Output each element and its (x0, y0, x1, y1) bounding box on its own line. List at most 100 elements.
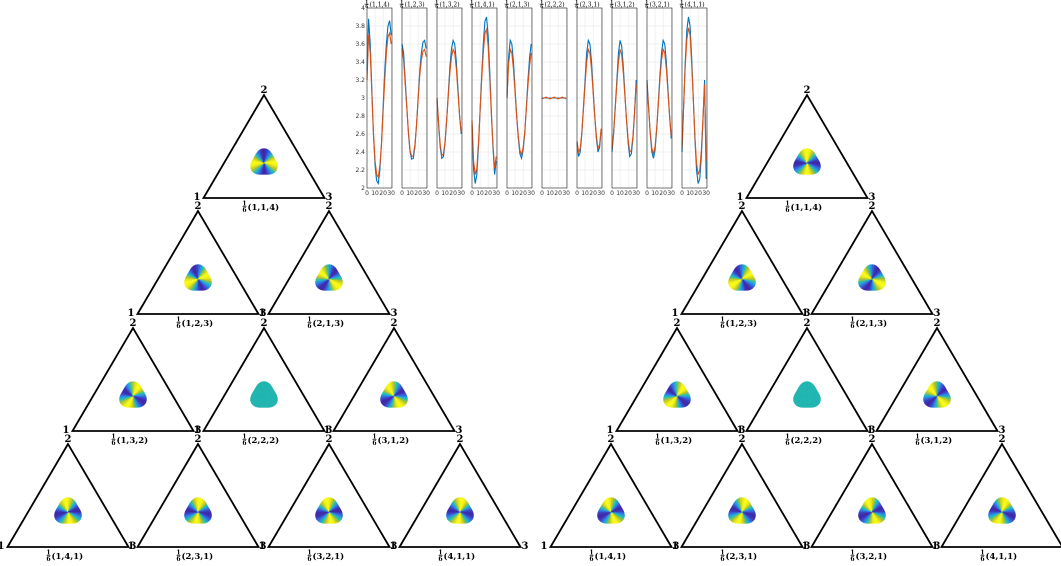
x-tick-label: 10 (581, 190, 589, 197)
vertex-label-1: 1 (324, 425, 331, 436)
cell-label-numerator: 1 (980, 550, 984, 557)
blob-sector (132, 393, 147, 397)
cell-label-numerator: 1 (915, 434, 919, 441)
panel-title: 16 (2,1,3) (504, 0, 530, 9)
vertex-label-1: 1 (259, 541, 266, 552)
panel-title-denominator: 6 (505, 4, 508, 9)
panel-axes-box (576, 7, 603, 189)
density-blob (988, 497, 1016, 524)
vertex-label-2: 2 (674, 318, 681, 329)
vertex-label-3: 3 (934, 541, 941, 552)
cell-label: 16 (2,3,1) (176, 550, 213, 564)
cell-label-denominator: 6 (242, 207, 246, 214)
x-tick-label: 20 (589, 190, 597, 197)
cell-label-denominator: 6 (980, 556, 984, 563)
series-line-2 (506, 47, 532, 157)
vertex-label-1: 1 (737, 425, 744, 436)
cell-label: 16 (1,3,2) (111, 434, 148, 448)
panel-title-numerator: 1 (575, 0, 578, 4)
panel-axes-box (541, 7, 568, 189)
cell-label-tuple: (1,4,1) (595, 551, 627, 562)
series-line-2 (366, 31, 392, 179)
line-panel-8: 0 10 20 30 16 (3,1,2) (609, 0, 640, 197)
cell-label-denominator: 6 (655, 440, 659, 447)
vertex-label-1: 1 (802, 541, 809, 552)
simplex-triangle (874, 326, 1000, 432)
blob-sector (459, 509, 474, 513)
density-blob (663, 381, 691, 408)
x-tick-label: 0 (645, 190, 649, 197)
cell-label-numerator: 1 (307, 317, 311, 324)
panel-title-tuple: (2,1,3) (510, 2, 530, 9)
panel-title-denominator: 6 (610, 4, 613, 9)
x-tick-label: 20 (449, 190, 457, 197)
cell-label: 16 (3,1,2) (915, 434, 952, 448)
blob-sector (936, 393, 951, 397)
cell-label-numerator: 1 (307, 550, 311, 557)
blob-sector (328, 509, 343, 513)
simplex-triangle (809, 442, 935, 548)
cell-label-tuple: (2,1,3) (856, 318, 888, 329)
x-tick-label: 30 (562, 190, 570, 197)
density-blob (728, 264, 756, 291)
cell-label-tuple: (1,3,2) (117, 435, 149, 446)
simplex-triangle (135, 209, 261, 315)
panel-title-tuple: (4,1,1) (685, 2, 705, 9)
x-tick-label: 0 (400, 190, 404, 197)
x-tick-label: 10 (686, 190, 694, 197)
x-tick-label: 20 (624, 190, 632, 197)
x-tick-label: 20 (414, 190, 422, 197)
simplex-triangle (5, 442, 131, 548)
panel-title-numerator: 1 (435, 0, 438, 4)
simplex-triangle (679, 442, 805, 548)
density-blob (250, 148, 278, 175)
cell-label: 16 (4,1,1) (980, 550, 1017, 564)
vertex-label-3: 3 (260, 308, 267, 319)
x-tick-label: 20 (519, 190, 527, 197)
cell-label: 16 (1,4,1) (589, 550, 626, 564)
panel-title: 16 (3,2,1) (644, 0, 670, 9)
cell-label-tuple: (2,1,3) (313, 318, 345, 329)
x-tick-label: 10 (616, 190, 624, 197)
panel-title-numerator: 1 (645, 0, 648, 4)
panel-title-tuple: (3,1,2) (615, 2, 635, 9)
cell-label: 16 (2,2,2) (785, 434, 822, 448)
panel-title-denominator: 6 (400, 4, 403, 9)
line-panel-4: 0 10 20 30 16 (1,4,1) (469, 0, 500, 197)
series-line-2 (401, 48, 427, 158)
x-tick-label: 0 (365, 190, 369, 197)
vertex-label-3: 3 (804, 541, 811, 552)
simplex-triangle (939, 442, 1061, 548)
density-blob (446, 497, 474, 524)
cell-label-tuple: (2,2,2) (791, 435, 823, 446)
density-blob (184, 497, 212, 524)
cell-label-numerator: 1 (720, 550, 724, 557)
panel-title: 16 (1,4,1) (469, 0, 495, 9)
blob-sector (263, 160, 278, 164)
x-tick-label: 0 (610, 190, 614, 197)
density-blob (54, 497, 82, 524)
cell-label-tuple: (1,4,1) (52, 551, 84, 562)
y-tick-label: 2.2 (355, 167, 365, 174)
panel-title: 16 (2,3,1) (574, 0, 600, 9)
vertex-label-2: 2 (326, 434, 333, 445)
cell-label-denominator: 6 (242, 440, 246, 447)
cell-label: 16 (2,1,3) (850, 317, 887, 331)
cell-label: 16 (2,1,3) (307, 317, 344, 331)
panel-title-denominator: 6 (435, 4, 438, 9)
vertex-label-1: 1 (672, 541, 679, 552)
vertex-label-2: 2 (261, 85, 268, 96)
vertex-label-2: 2 (804, 318, 811, 329)
blob-sector (263, 393, 278, 397)
line-panel-5: 0 10 20 30 16 (2,1,3) (504, 0, 535, 197)
vertex-label-3: 3 (999, 425, 1006, 436)
cell-label-tuple: (3,1,2) (921, 435, 953, 446)
simplex-triangle (614, 326, 740, 432)
vertex-label-1: 1 (259, 308, 266, 319)
